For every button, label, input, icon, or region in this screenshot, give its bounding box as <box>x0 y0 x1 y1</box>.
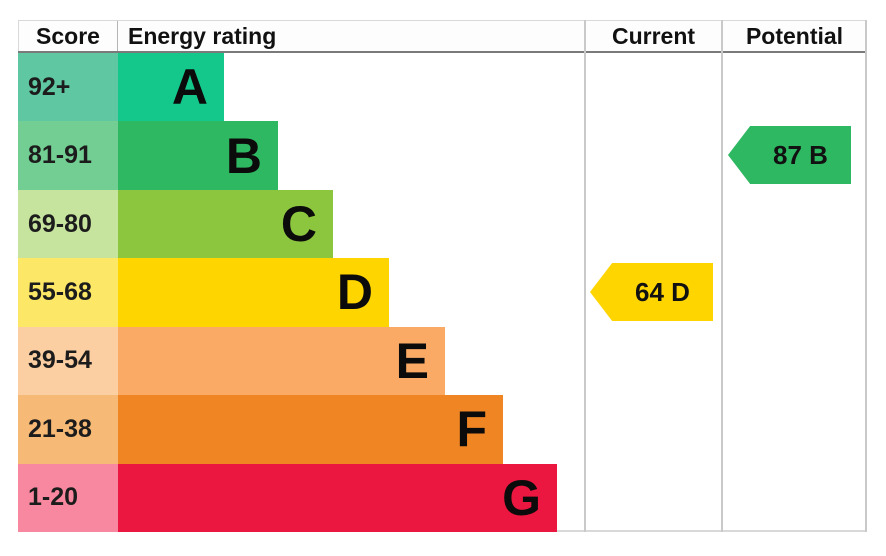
band-row-g: 1-20 G <box>18 463 867 532</box>
band-row-a: 92+ A <box>18 53 867 122</box>
band-bar-a: A <box>118 53 224 122</box>
band-bar-g: G <box>118 463 557 532</box>
band-bar-b: B <box>118 121 278 190</box>
grid-line-current-left <box>584 20 586 532</box>
band-bar-d: D <box>118 258 389 327</box>
band-bar-f: F <box>118 395 503 464</box>
score-range-g: 1-20 <box>18 463 118 532</box>
epc-rating-chart: Score Energy rating Current Potential 92… <box>18 20 867 532</box>
band-letter-d: D <box>336 264 373 321</box>
band-letter-g: G <box>502 469 541 526</box>
band-row-e: 39-54 E <box>18 326 867 396</box>
band-letter-a: A <box>171 59 208 116</box>
grid-line-right-border <box>865 20 867 532</box>
column-header-potential: Potential <box>745 23 844 49</box>
band-letter-f: F <box>456 401 487 458</box>
score-range-a: 92+ <box>18 53 118 122</box>
band-letter-c: C <box>280 196 317 253</box>
band-row-c: 69-80 C <box>18 189 867 259</box>
score-range-f: 21-38 <box>18 395 118 464</box>
score-range-c: 69-80 <box>18 189 118 259</box>
table-header: Score Energy rating Current Potential <box>18 20 867 53</box>
band-letter-b: B <box>225 127 262 184</box>
potential-rating-arrow: 87 B <box>728 126 851 184</box>
column-header-energy-rating: Energy rating <box>128 23 277 49</box>
current-rating-label: 64 D <box>635 276 690 307</box>
score-range-b: 81-91 <box>18 121 118 190</box>
potential-rating-label: 87 B <box>773 139 828 170</box>
band-letter-e: E <box>395 332 429 389</box>
column-header-current: Current <box>611 23 696 49</box>
grid-line-potential-left <box>721 20 723 532</box>
score-range-e: 39-54 <box>18 326 118 396</box>
current-rating-arrow: 64 D <box>590 263 713 321</box>
band-row-d: 55-68 D <box>18 258 867 327</box>
column-header-score: Score <box>18 21 118 51</box>
score-range-d: 55-68 <box>18 258 118 327</box>
band-rows: 92+ A 81-91 B 69-80 C 55-68 D 39-54 <box>18 53 867 532</box>
band-row-f: 21-38 F <box>18 395 867 464</box>
band-bar-c: C <box>118 189 333 259</box>
band-bar-e: E <box>118 326 445 396</box>
band-row-b: 81-91 B <box>18 121 867 190</box>
